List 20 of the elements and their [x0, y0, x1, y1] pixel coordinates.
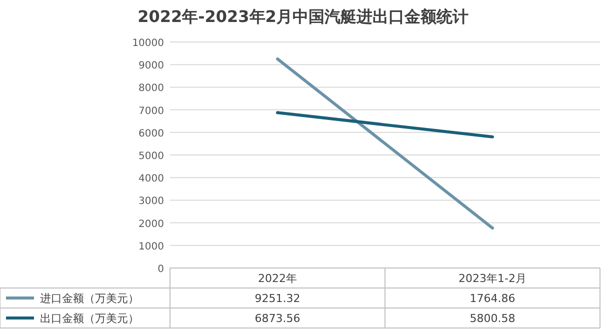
data-label: 9251.32	[254, 292, 300, 305]
y-tick-label: 2000	[138, 218, 164, 230]
y-tick-label: 1000	[138, 241, 164, 252]
data-label: 5800.58	[470, 312, 516, 325]
legend-label: 进口金额（万美元）	[40, 292, 139, 305]
y-tick-label: 8000	[138, 83, 164, 94]
x-tick-label: 2022年	[258, 272, 297, 285]
data-label: 1764.86	[470, 292, 516, 305]
legend-label: 出口金额（万美元）	[40, 312, 139, 325]
y-tick-label: 4000	[138, 174, 164, 185]
y-tick-label: 5000	[138, 151, 164, 162]
y-tick-label: 6000	[138, 128, 164, 140]
data-label: 6873.56	[254, 312, 300, 325]
y-tick-label: 3000	[138, 196, 164, 208]
y-tick-label: 10000	[132, 38, 164, 49]
y-tick-label: 7000	[138, 106, 164, 117]
chart-title: 2022年-2023年2月中国汽艇进出口金额统计	[138, 7, 468, 26]
y-tick-label: 0	[158, 264, 164, 275]
y-tick-label: 9000	[138, 60, 164, 72]
x-tick-label: 2023年1-2月	[458, 272, 526, 285]
